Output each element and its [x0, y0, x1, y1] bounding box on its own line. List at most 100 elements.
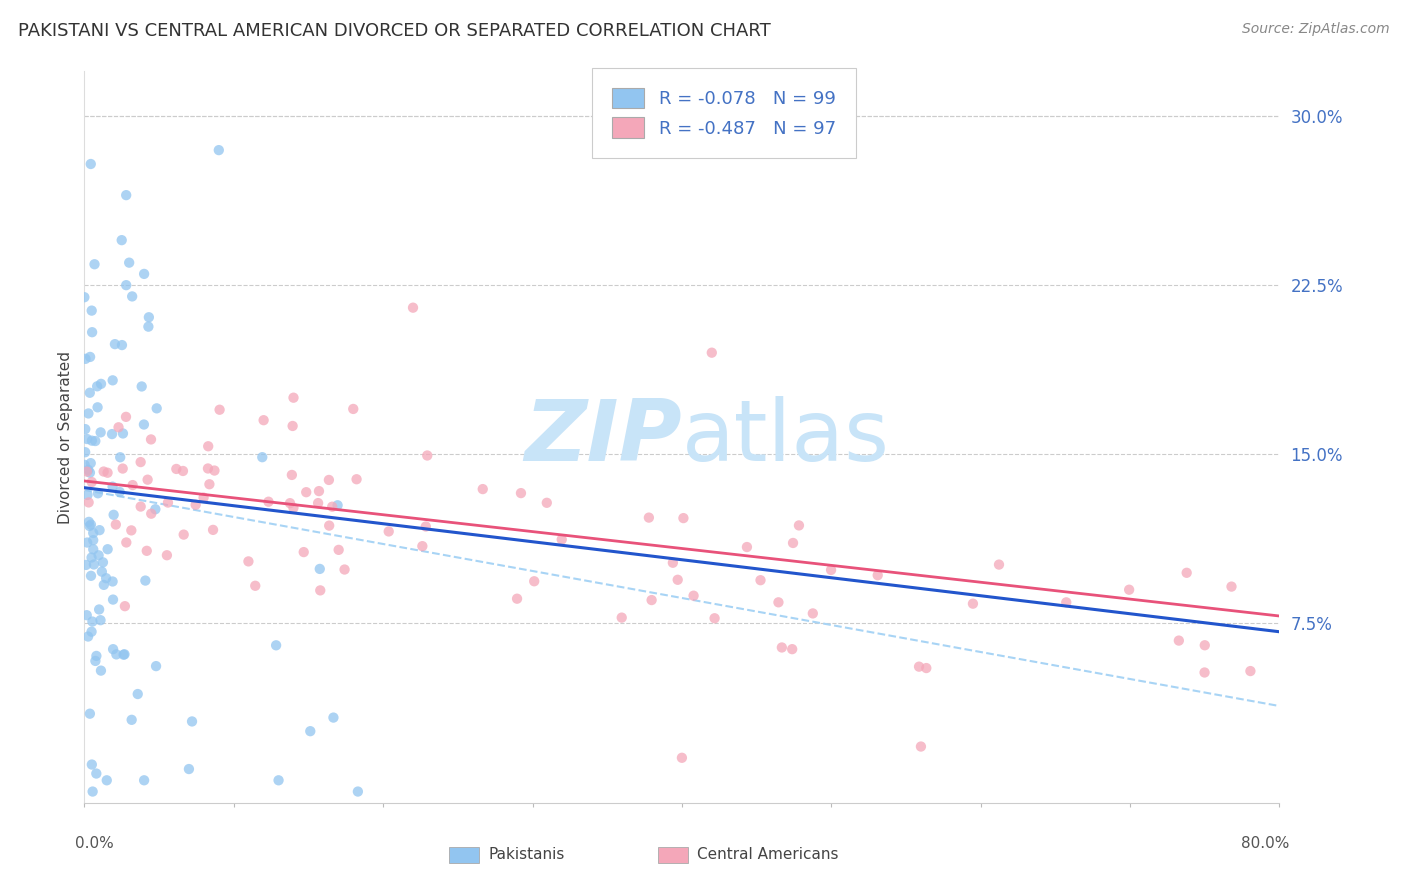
Point — [86, 401, 108, 415]
Point — [204, 464, 226, 478]
Point — [101, 574, 124, 589]
Point — [782, 536, 804, 550]
Point — [145, 659, 167, 673]
Point — [77, 495, 100, 509]
Point — [86, 648, 108, 663]
Point — [662, 556, 685, 570]
Point — [129, 500, 152, 514]
Point — [89, 602, 111, 616]
Point — [83, 257, 105, 271]
Legend: R = -0.078   N = 99, R = -0.487   N = 97: R = -0.078 N = 99, R = -0.487 N = 97 — [598, 73, 851, 153]
Point — [138, 319, 160, 334]
Point — [104, 517, 127, 532]
Text: PAKISTANI VS CENTRAL AMERICAN DIVORCED OR SEPARATED CORRELATION CHART: PAKISTANI VS CENTRAL AMERICAN DIVORCED O… — [18, 22, 770, 40]
Point — [91, 555, 114, 569]
Point — [94, 571, 117, 585]
Point — [79, 706, 101, 721]
Point — [252, 450, 274, 465]
Point — [89, 613, 111, 627]
Point — [103, 508, 125, 522]
Point — [308, 484, 330, 499]
Point — [141, 507, 163, 521]
Point — [104, 337, 127, 351]
Point — [1194, 665, 1216, 680]
Point — [700, 345, 723, 359]
Point — [177, 762, 200, 776]
Point — [114, 648, 136, 662]
Point — [75, 445, 97, 459]
Point — [536, 496, 558, 510]
Point — [82, 526, 104, 541]
Point — [120, 524, 142, 538]
Point — [780, 642, 803, 657]
Point — [76, 432, 98, 446]
Point — [80, 303, 103, 318]
Point — [111, 426, 134, 441]
FancyBboxPatch shape — [658, 847, 688, 863]
Text: Pakistanis: Pakistanis — [488, 847, 565, 863]
Point — [132, 417, 155, 432]
Point — [198, 477, 221, 491]
Point — [820, 563, 842, 577]
Point — [156, 548, 179, 562]
Point — [682, 589, 704, 603]
Point — [80, 517, 103, 532]
Point — [346, 472, 368, 486]
Point — [377, 524, 399, 539]
Point — [257, 494, 280, 508]
Point — [87, 486, 110, 500]
Point — [910, 739, 932, 754]
Point — [90, 425, 112, 440]
Point — [208, 143, 231, 157]
Point — [184, 498, 207, 512]
Point — [82, 325, 104, 339]
Point — [75, 351, 97, 366]
Point — [90, 664, 112, 678]
Point — [96, 466, 118, 480]
Point — [253, 413, 276, 427]
Y-axis label: Divorced or Separated: Divorced or Separated — [58, 351, 73, 524]
Point — [318, 473, 340, 487]
Point — [105, 648, 128, 662]
Point — [292, 545, 315, 559]
Point — [80, 624, 103, 639]
Point — [80, 475, 103, 489]
Point — [121, 478, 143, 492]
Point — [131, 379, 153, 393]
Text: 0.0%: 0.0% — [75, 836, 114, 851]
Point — [93, 465, 115, 479]
Point — [321, 500, 343, 514]
Point — [510, 486, 533, 500]
Point — [735, 540, 758, 554]
Point — [307, 496, 329, 510]
Point — [402, 301, 425, 315]
Point — [76, 488, 98, 502]
Point — [1167, 633, 1189, 648]
Point — [238, 554, 260, 568]
Point — [328, 542, 350, 557]
Point — [506, 591, 529, 606]
Point — [283, 391, 305, 405]
Point — [322, 710, 344, 724]
Text: Central Americans: Central Americans — [697, 847, 839, 863]
Point — [80, 550, 103, 565]
Point — [411, 539, 433, 553]
Point — [77, 407, 100, 421]
Point — [145, 401, 167, 416]
Point — [768, 595, 790, 609]
Point — [73, 290, 96, 304]
Point — [471, 482, 494, 496]
FancyBboxPatch shape — [449, 847, 479, 863]
Point — [121, 289, 143, 303]
Point — [82, 533, 104, 548]
Point — [308, 562, 330, 576]
Point — [610, 610, 633, 624]
Text: 80.0%: 80.0% — [1240, 836, 1289, 851]
Point — [79, 350, 101, 364]
Point — [165, 462, 187, 476]
Point — [79, 466, 101, 480]
Point — [108, 485, 131, 500]
Point — [111, 338, 134, 352]
Point — [80, 434, 103, 448]
Point — [132, 773, 156, 788]
